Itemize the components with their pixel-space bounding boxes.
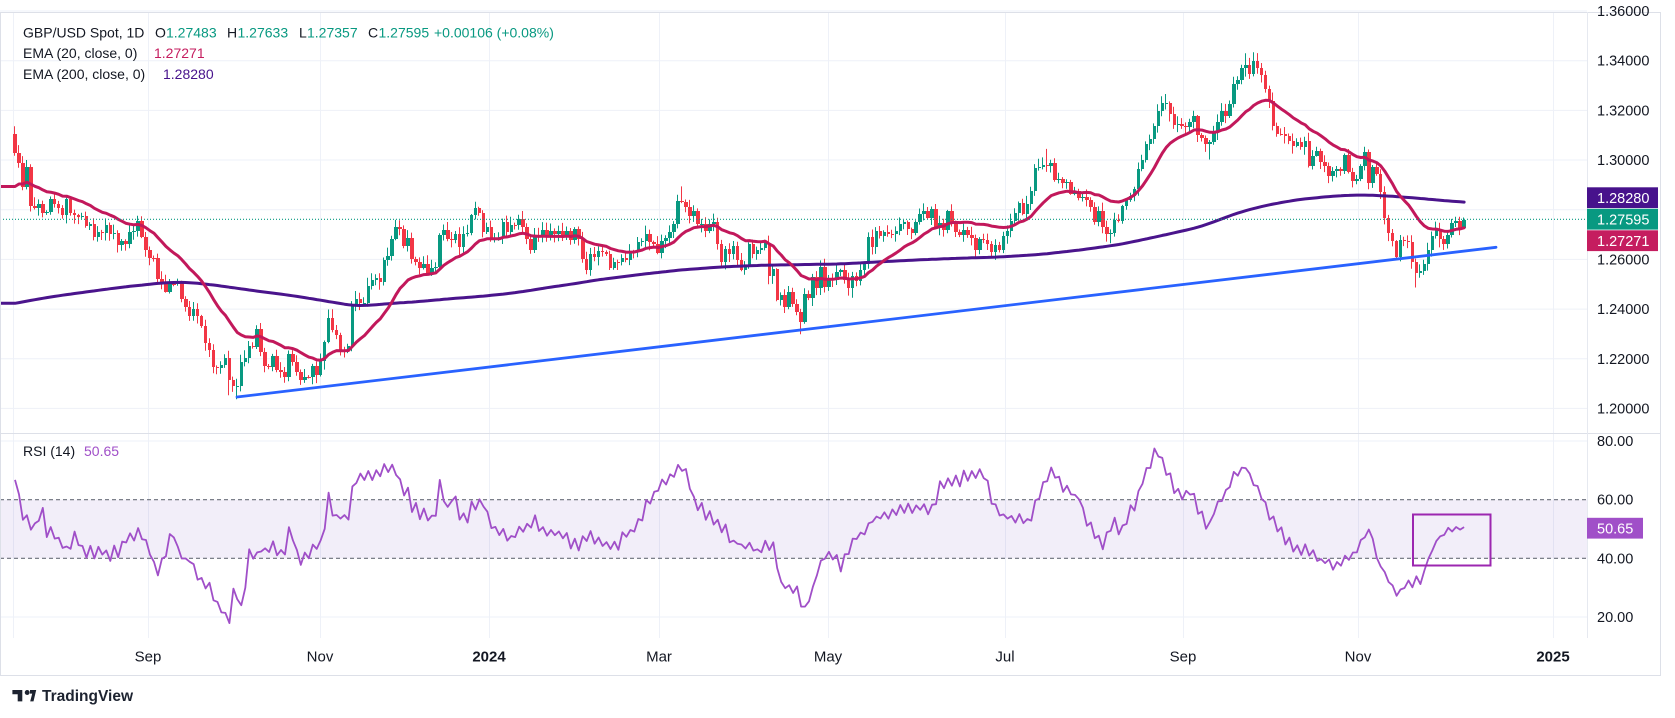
svg-text:1.26000: 1.26000 [1597, 252, 1649, 268]
svg-text:1.32000: 1.32000 [1597, 103, 1649, 119]
svg-text:1.27271: 1.27271 [1597, 234, 1649, 250]
svg-text:Sep: Sep [1170, 649, 1197, 666]
svg-text:40.00: 40.00 [1597, 551, 1633, 567]
svg-text:Sep: Sep [135, 649, 162, 666]
svg-text:1.34000: 1.34000 [1597, 54, 1649, 70]
svg-text:1.36000: 1.36000 [1597, 4, 1649, 20]
svg-text:1.24000: 1.24000 [1597, 302, 1649, 318]
svg-text:1.20000: 1.20000 [1597, 401, 1649, 417]
svg-text:2024: 2024 [472, 649, 506, 666]
svg-text:1.28280: 1.28280 [1597, 191, 1649, 207]
svg-text:2025: 2025 [1536, 649, 1569, 666]
svg-text:EMA (20, close, 0)1.27271: EMA (20, close, 0) 1.27271 [23, 45, 205, 61]
svg-text:20.00: 20.00 [1597, 610, 1633, 626]
svg-text:Jul: Jul [995, 649, 1014, 666]
svg-text:60.00: 60.00 [1597, 493, 1633, 509]
svg-text:1.22000: 1.22000 [1597, 352, 1649, 368]
svg-text:Nov: Nov [307, 649, 334, 666]
svg-text:Nov: Nov [1345, 649, 1372, 666]
svg-text:May: May [814, 649, 843, 666]
svg-text:Mar: Mar [646, 649, 672, 666]
svg-text:RSI (14)50.65: RSI (14) 50.65 [23, 443, 119, 459]
svg-text:1.27595: 1.27595 [1597, 212, 1649, 228]
svg-text:EMA (200, close, 0)1.28280: EMA (200, close, 0) 1.28280 [23, 66, 214, 82]
svg-text:50.65: 50.65 [1597, 521, 1633, 537]
svg-text:80.00: 80.00 [1597, 434, 1633, 450]
svg-text:TradingView: TradingView [42, 688, 134, 705]
svg-text:1.30000: 1.30000 [1597, 153, 1649, 169]
